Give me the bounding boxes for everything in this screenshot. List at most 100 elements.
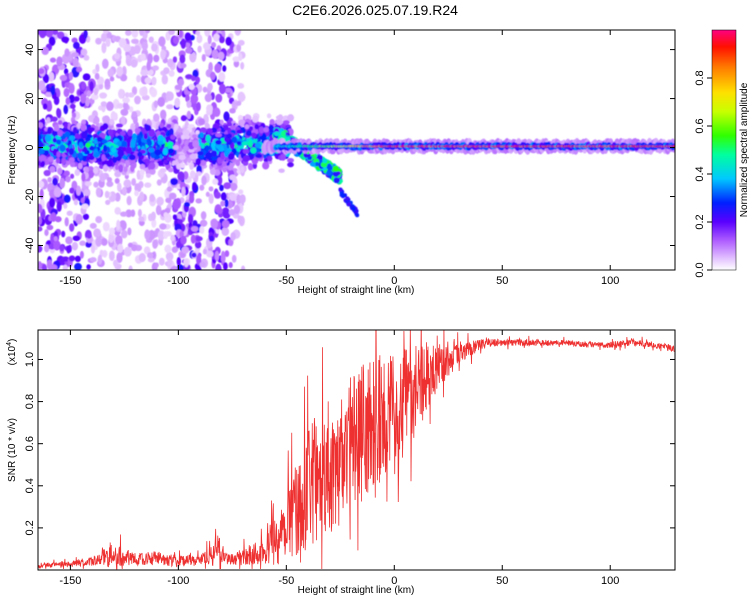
spectrogram-cell [129,164,135,173]
spectrogram-cell [255,142,262,149]
spectrogram-cell [103,30,108,35]
spectrogram-cell [240,165,245,174]
spectrogram-cell [207,82,213,91]
spectrogram-cell [145,124,150,132]
spectrogram-cell [106,180,114,188]
spectrogram-cell [72,126,78,134]
spectrogram-cell [131,110,138,117]
spectrogram-cell [152,239,158,249]
spectrogram-y-tick-label: -20 [24,189,36,205]
spectrogram-cell [38,206,43,213]
spectrogram-cell [171,265,178,270]
spectrogram-cell [68,135,76,141]
spectrogram-cell [62,264,68,270]
spectrogram-cell [102,122,109,130]
spectrogram-cell [180,235,187,245]
spectrogram-cell [172,214,178,220]
spectrogram-cell [167,58,174,68]
spectrogram-cell [201,175,207,186]
spectrogram-cell [214,63,222,74]
colorbar-label: Normalized spectral amplitude [739,82,750,217]
colorbar-tick-label: 0.4 [694,166,706,181]
spectrogram-cell [172,35,180,45]
spectrogram-cell [245,130,252,137]
spectrogram-cell [48,36,56,46]
spectrogram-cell [219,184,224,192]
spectrogram-cell [139,169,145,176]
spectrogram-cell [196,254,202,266]
spectrogram-cell [40,160,45,168]
spectrogram-cell [106,101,114,111]
spectrogram-cell [195,130,200,135]
spectrogram-cell [41,46,49,56]
spectrogram-cell [88,145,95,151]
spectrogram-cell [217,51,225,61]
spectrogram-cell [57,167,63,175]
spectrogram-cell [95,37,102,45]
spectrogram-cell [174,97,181,108]
spectrogram-cells [38,30,675,270]
spectrogram-cell [237,39,245,46]
spectrogram-cell [79,240,86,246]
spectrogram-cell [222,65,227,72]
spectrogram-cell [95,187,102,198]
spectrogram-cell [177,137,182,145]
spectrogram-cell [159,223,167,230]
spectrogram-cell [125,146,133,154]
spectrogram-cell [184,134,190,140]
spectrogram-cell [38,245,43,253]
spectrogram-cell [82,213,90,220]
snr-y-scale-close: ) [7,339,18,342]
spectrogram-cell [59,177,66,189]
spectrogram-cell [102,221,110,232]
spectrogram-cell [42,103,48,110]
spectrogram-cell [332,171,340,177]
spectrogram-cell [204,93,212,103]
spectrogram-cell [155,204,162,216]
spectrogram-cell [44,92,52,98]
spectrogram-cell [91,93,99,100]
spectrogram-cell [199,160,207,166]
spectrogram-cell [94,72,100,80]
spectrogram-cell [190,226,199,232]
spectrogram-cell [76,66,83,73]
spectrogram-cell [191,134,197,139]
spectrogram-cell [163,67,170,75]
spectrogram-cell [73,96,80,102]
spectrogram-cell [347,202,351,207]
spectrogram-cell [81,172,86,182]
spectrogram-cell [61,36,70,43]
spectrogram-cell [166,123,172,129]
spectrogram-cell [314,161,320,167]
spectrogram-cell [172,144,180,151]
spectrogram-cell [95,236,102,247]
spectrogram-cell [127,129,133,137]
spectrogram-cell [131,178,137,186]
spectrogram-cell [109,119,115,125]
spectrogram-cell [113,259,119,268]
spectrogram-cell [114,170,122,178]
spectrogram-cell [214,250,220,262]
spectrogram-cell [170,234,175,242]
spectrogram-cell [51,130,59,137]
spectrogram-cell [196,165,202,171]
spectrogram-cell [231,101,237,110]
spectrogram-cell [83,189,90,196]
spectrogram-cell [326,168,333,176]
spectrogram-cell [235,159,241,167]
spectrogram-cell [101,139,108,144]
spectrogram-cell [224,199,229,208]
spectrogram-cell [45,30,54,38]
spectrogram-cell [43,169,51,177]
spectrogram-cell [184,258,189,268]
spectrogram-cell [55,157,61,164]
spectrogram-cell [178,30,184,39]
spectrogram-cell [96,136,103,143]
snr-x-axis-label: Height of straight line (km) [298,585,415,596]
spectrogram-cell [177,127,184,133]
spectrogram-cell [179,54,186,64]
spectrogram-cell [85,96,90,107]
colorbar-tick-label: 0.2 [694,214,706,229]
spectrogram-cell [71,37,78,43]
spectrogram-cell [121,186,127,196]
